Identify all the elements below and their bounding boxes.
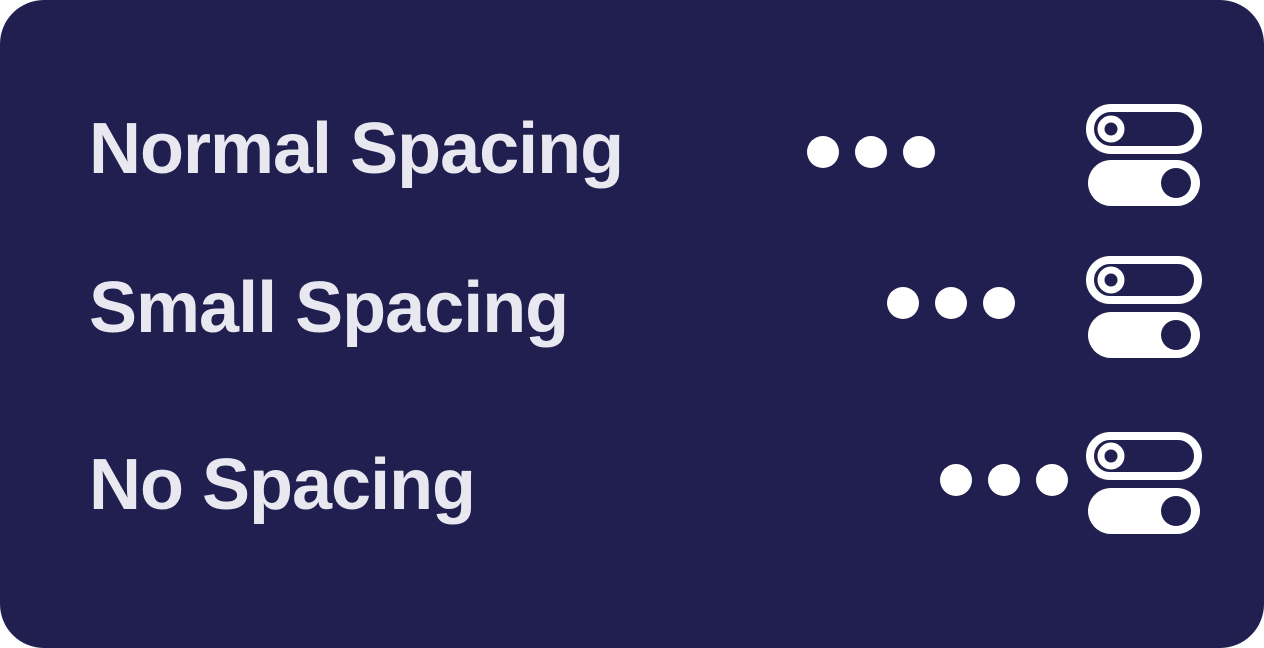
dot bbox=[855, 136, 887, 168]
dot bbox=[903, 136, 935, 168]
dot bbox=[935, 287, 967, 319]
row-label: Small Spacing bbox=[89, 268, 569, 348]
toggles-icon bbox=[1086, 104, 1202, 208]
dot bbox=[807, 136, 839, 168]
dot bbox=[983, 287, 1015, 319]
dot bbox=[1036, 464, 1068, 496]
dot bbox=[940, 464, 972, 496]
toggles-icon bbox=[1086, 432, 1202, 536]
dot bbox=[887, 287, 919, 319]
row-label: Normal Spacing bbox=[89, 109, 624, 189]
dot bbox=[988, 464, 1020, 496]
row-label: No Spacing bbox=[89, 445, 476, 525]
toggles-icon bbox=[1086, 256, 1202, 360]
